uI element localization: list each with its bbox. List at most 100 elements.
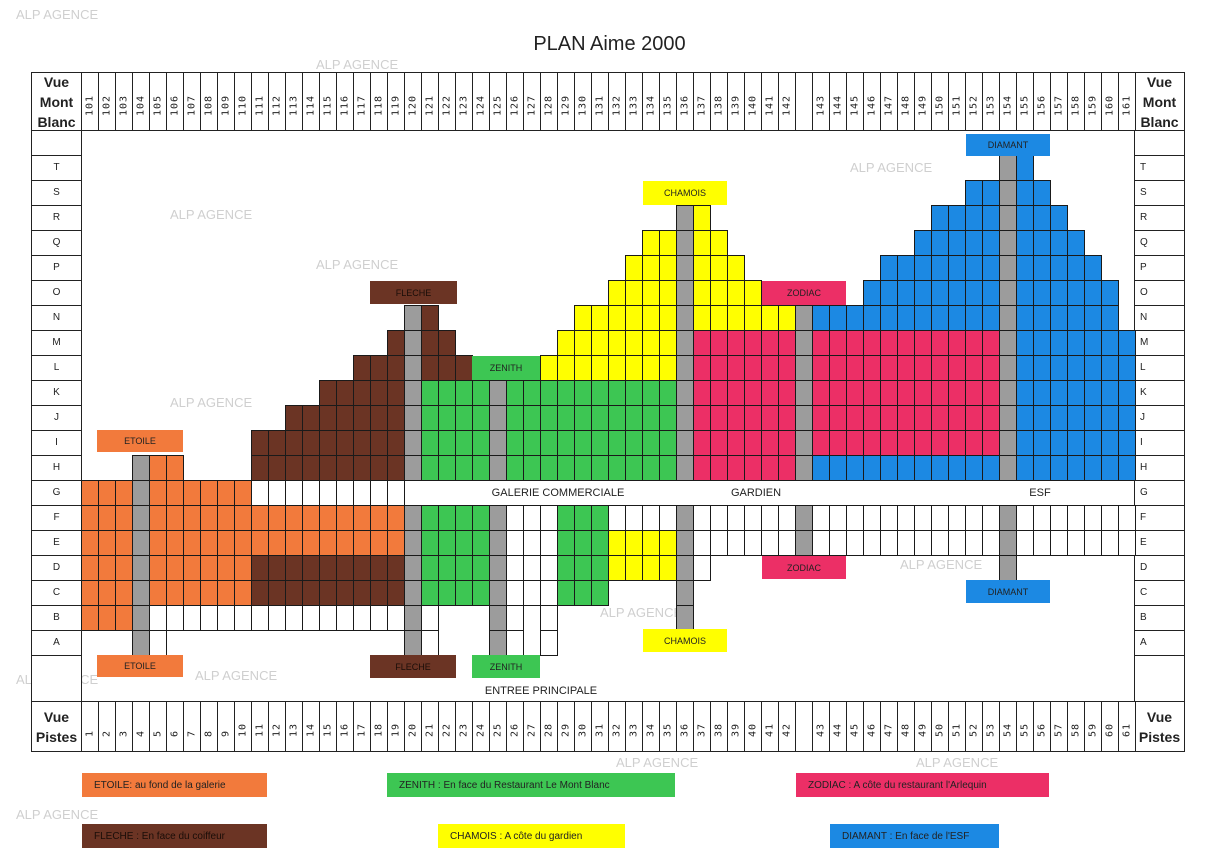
unit-cell-zenith <box>438 455 456 481</box>
row-label-left: N <box>31 305 82 331</box>
unit-cell-diamant <box>965 455 983 481</box>
unit-cell-diamant <box>914 230 932 256</box>
unit-cell-unassigned <box>982 505 1000 531</box>
unit-cell-etoile <box>268 505 286 531</box>
unit-cell-etoile <box>217 480 235 506</box>
stairwell-cell <box>795 455 813 481</box>
unit-cell-etoile <box>302 505 320 531</box>
column-number: 39 <box>727 701 745 752</box>
unit-cell-unassigned <box>506 580 524 606</box>
unit-cell-zodiac <box>710 330 728 356</box>
stairwell-cell <box>489 380 507 406</box>
stairwell-cell <box>999 255 1017 281</box>
unit-cell-diamant <box>1101 355 1119 381</box>
stairwell-cell <box>676 505 694 531</box>
column-number: 129 <box>557 72 575 131</box>
stairwell-cell <box>676 455 694 481</box>
column-number-text: 155 <box>1019 94 1031 116</box>
unit-cell-zenith <box>574 580 592 606</box>
unit-cell-unassigned <box>506 505 524 531</box>
unit-cell-chamois <box>693 205 711 231</box>
unit-cell-unassigned <box>965 505 983 531</box>
column-number: 115 <box>319 72 337 131</box>
unit-cell-diamant <box>1050 330 1068 356</box>
stairwell-cell <box>404 505 422 531</box>
unit-cell-diamant <box>1050 255 1068 281</box>
unit-cell-zenith <box>438 555 456 581</box>
unit-cell-diamant <box>1118 355 1136 381</box>
column-number-text: 54 <box>1002 722 1014 737</box>
unit-cell-zenith <box>591 530 609 556</box>
stairwell-cell <box>404 530 422 556</box>
watermark-text: ALP AGENCE <box>316 57 399 72</box>
stairwell-cell <box>795 530 813 556</box>
column-number-text: 3 <box>118 729 130 737</box>
unit-cell-unassigned <box>931 505 949 531</box>
unit-cell-fleche <box>455 355 473 381</box>
column-number: 123 <box>455 72 473 131</box>
row-label-left: P <box>31 255 82 281</box>
unit-cell-fleche <box>387 330 405 356</box>
column-number: 122 <box>438 72 456 131</box>
column-number-text: 157 <box>1053 94 1065 116</box>
unit-cell-etoile <box>166 505 184 531</box>
unit-cell-etoile <box>268 530 286 556</box>
unit-cell-etoile <box>183 580 201 606</box>
unit-cell-fleche <box>353 405 371 431</box>
unit-cell-diamant <box>1050 430 1068 456</box>
unit-cell-diamant <box>1033 280 1051 306</box>
stairwell-cell <box>132 555 150 581</box>
stairwell-cell <box>795 380 813 406</box>
unit-cell-zenith <box>659 380 677 406</box>
unit-cell-zenith <box>625 405 643 431</box>
unit-cell-etoile <box>387 530 405 556</box>
unit-cell-unassigned <box>846 505 864 531</box>
stairwell-cell <box>404 305 422 331</box>
column-number: 158 <box>1067 72 1085 131</box>
watermark-text: ALP AGENCE <box>170 395 253 410</box>
column-number: 108 <box>200 72 218 131</box>
column-number: 32 <box>608 701 626 752</box>
column-number-text: 37 <box>696 722 708 737</box>
unit-cell-zenith <box>557 580 575 606</box>
unit-cell-etoile <box>285 505 303 531</box>
column-number-text: 2 <box>101 729 113 737</box>
unit-cell-zodiac <box>897 405 915 431</box>
unit-cell-zenith <box>438 505 456 531</box>
stairwell-cell <box>489 455 507 481</box>
unit-cell-diamant <box>914 280 932 306</box>
unit-cell-zenith <box>506 455 524 481</box>
unit-cell-zodiac <box>880 355 898 381</box>
unit-cell-etoile <box>370 530 388 556</box>
unit-cell-zodiac <box>982 405 1000 431</box>
unit-cell-diamant <box>1084 255 1102 281</box>
column-number-text: 42 <box>781 722 793 737</box>
stairwell-cell <box>795 355 813 381</box>
column-number: 135 <box>659 72 677 131</box>
entrance-label-chamois-bottom: CHAMOIS <box>643 629 727 652</box>
row-label-left: B <box>31 605 82 631</box>
unit-cell-unassigned <box>1033 505 1051 531</box>
unit-cell-zodiac <box>880 430 898 456</box>
unit-cell-fleche <box>302 580 320 606</box>
row-label-right: P <box>1134 255 1185 281</box>
column-number-text: 132 <box>611 94 623 116</box>
unit-cell-zodiac <box>744 380 762 406</box>
unit-cell-fleche <box>336 580 354 606</box>
unit-cell-zodiac <box>829 380 847 406</box>
unit-cell-etoile <box>234 505 252 531</box>
unit-cell-diamant <box>1067 405 1085 431</box>
column-number: 150 <box>931 72 949 131</box>
unit-cell-diamant <box>1118 380 1136 406</box>
unit-cell-zenith <box>472 555 490 581</box>
column-number-text: 26 <box>509 722 521 737</box>
unit-cell-zenith <box>625 430 643 456</box>
unit-cell-unassigned <box>608 505 626 531</box>
unit-cell-fleche <box>353 580 371 606</box>
column-number-text: 13 <box>288 722 300 737</box>
entrance-label-chamois-top: CHAMOIS <box>643 181 727 205</box>
unit-cell-diamant <box>863 280 881 306</box>
unit-cell-unassigned <box>693 505 711 531</box>
unit-cell-diamant <box>1050 230 1068 256</box>
unit-cell-etoile <box>81 580 99 606</box>
